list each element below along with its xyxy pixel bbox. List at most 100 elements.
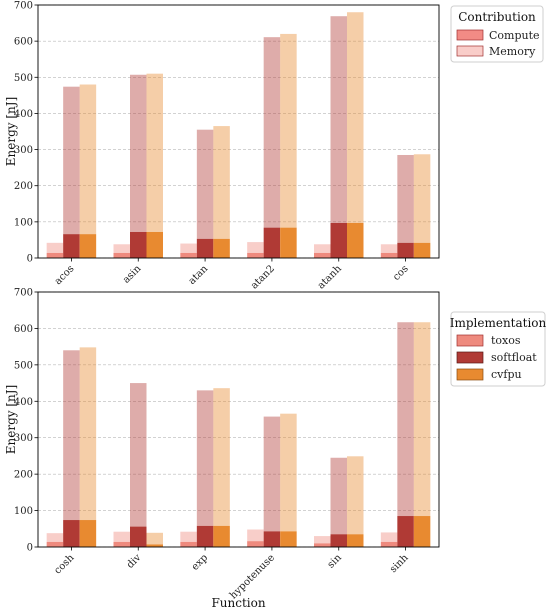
bar-softfloat-memory xyxy=(330,16,347,223)
bar-softfloat-memory xyxy=(263,37,281,228)
y-tick-label: 100 xyxy=(14,506,33,517)
y-axis-label: Energy [nJ] xyxy=(4,97,18,167)
bar-toxos-compute xyxy=(247,252,264,258)
y-tick-label: 0 xyxy=(27,543,33,554)
y-tick-label: 700 xyxy=(14,1,33,12)
y-axis-label: Energy [nJ] xyxy=(4,385,18,455)
bar-softfloat-memory xyxy=(263,416,281,532)
bar-cvfpu-memory xyxy=(79,84,97,235)
bar-toxos-memory xyxy=(46,533,64,542)
legend-label-cvfpu: cvfpu xyxy=(491,368,522,381)
bar-cvfpu-memory xyxy=(213,388,230,526)
bar-cvfpu-memory xyxy=(146,73,163,232)
bar-toxos-compute xyxy=(113,541,130,547)
x-tick-label: div xyxy=(125,552,144,571)
x-tick-label: sin xyxy=(326,552,345,571)
y-tick-label: 0 xyxy=(27,254,33,265)
bar-toxos-compute xyxy=(180,541,197,547)
legend-swatch-cvfpu xyxy=(456,368,484,381)
bar-toxos-memory xyxy=(46,242,64,253)
bar-softfloat-compute xyxy=(397,242,414,258)
bar-cvfpu-compute xyxy=(413,516,431,547)
bar-softfloat-compute xyxy=(130,231,147,258)
bar-toxos-memory xyxy=(113,531,130,542)
x-tick-label: atanh xyxy=(316,263,345,292)
legend-label-toxos: toxos xyxy=(491,334,521,347)
legend-swatch-toxos xyxy=(456,334,484,347)
bar-cvfpu-memory xyxy=(280,413,297,532)
y-tick-label: 300 xyxy=(14,433,33,444)
y-tick-label: 500 xyxy=(14,360,33,371)
bar-toxos-memory xyxy=(380,244,398,253)
y-tick-label: 600 xyxy=(14,324,33,335)
bar-softfloat-compute xyxy=(63,520,80,547)
bar-toxos-memory xyxy=(314,536,331,544)
bar-softfloat-compute xyxy=(63,234,80,258)
x-tick-label: asin xyxy=(121,263,144,286)
bar-cvfpu-memory xyxy=(280,33,297,228)
bar-toxos-memory xyxy=(180,531,197,542)
bar-toxos-compute xyxy=(46,252,64,258)
legend-swatch-compute xyxy=(456,29,484,41)
bar-softfloat-compute xyxy=(397,516,414,547)
x-tick-label: atan xyxy=(187,263,211,287)
bar-softfloat-memory xyxy=(330,457,347,535)
y-tick-label: 100 xyxy=(14,217,33,228)
x-tick-label: cos xyxy=(391,263,411,283)
bar-cvfpu-compute xyxy=(280,227,297,258)
y-tick-label: 400 xyxy=(14,397,33,408)
bar-softfloat-compute xyxy=(196,525,214,547)
bar-toxos-memory xyxy=(180,243,197,253)
plot-frame xyxy=(37,291,440,548)
x-tick-label: cosh xyxy=(52,552,77,577)
bar-cvfpu-memory xyxy=(213,126,230,239)
plot-frame xyxy=(37,4,440,259)
bar-toxos-memory xyxy=(247,529,264,542)
bar-cvfpu-compute xyxy=(213,525,230,547)
bar-cvfpu-compute xyxy=(347,222,364,258)
legend-implementation-box xyxy=(450,311,546,387)
bar-softfloat-memory xyxy=(130,383,147,527)
bar-softfloat-memory xyxy=(63,86,80,235)
legend-contribution-title: Contribution xyxy=(458,10,536,24)
legend-implementation-title: Implementation xyxy=(450,316,547,330)
x-tick-label: atan2 xyxy=(249,263,277,291)
bar-softfloat-compute xyxy=(330,222,347,258)
legend-label-softfloat: softfloat xyxy=(491,351,537,364)
bar-softfloat-memory xyxy=(196,129,214,239)
bar-toxos-compute xyxy=(380,252,398,258)
bar-cvfpu-compute xyxy=(146,544,163,547)
legend-label-compute: Compute xyxy=(489,29,540,42)
x-tick-label: hypotenuse xyxy=(228,552,277,601)
x-tick-label: sinh xyxy=(388,552,411,575)
bar-toxos-compute xyxy=(180,252,197,258)
bar-toxos-compute xyxy=(247,541,264,547)
bar-cvfpu-compute xyxy=(413,242,431,258)
y-tick-label: 300 xyxy=(14,145,33,156)
bar-softfloat-memory xyxy=(397,154,414,243)
y-tick-label: 500 xyxy=(14,73,33,84)
x-axis-label: Function xyxy=(211,596,265,610)
bar-toxos-compute xyxy=(113,252,130,258)
bar-softfloat-compute xyxy=(330,534,347,547)
bar-toxos-memory xyxy=(380,532,398,542)
bar-softfloat-memory xyxy=(196,390,214,526)
bar-cvfpu-memory xyxy=(79,347,97,521)
x-tick-label: exp xyxy=(190,552,210,572)
y-tick-label: 700 xyxy=(14,288,33,299)
legend-label-memory: Memory xyxy=(489,45,536,58)
y-tick-label: 400 xyxy=(14,109,33,120)
bar-cvfpu-memory xyxy=(146,532,163,545)
bar-toxos-memory xyxy=(113,244,130,253)
y-tick-label: 200 xyxy=(14,181,33,192)
bar-cvfpu-memory xyxy=(347,12,364,223)
bar-cvfpu-compute xyxy=(213,238,230,258)
bar-softfloat-memory xyxy=(130,74,147,232)
bar-softfloat-compute xyxy=(263,227,281,258)
bar-cvfpu-compute xyxy=(347,534,364,547)
bar-cvfpu-memory xyxy=(347,456,364,535)
legend-swatch-softfloat xyxy=(456,351,484,364)
bar-cvfpu-memory xyxy=(413,154,431,243)
bar-softfloat-compute xyxy=(196,238,214,258)
